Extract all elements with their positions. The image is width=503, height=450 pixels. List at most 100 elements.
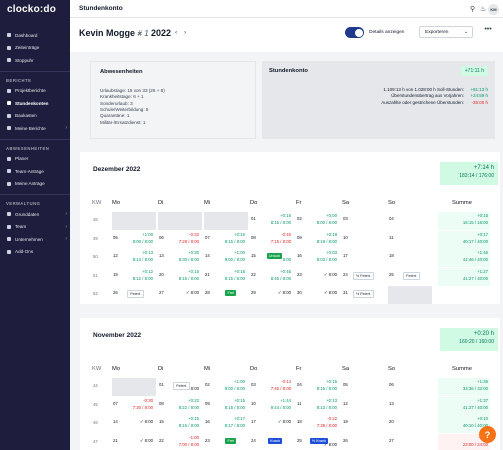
day-cell[interactable]: 11 +0:13 8:13 / 8:00 (296, 397, 340, 415)
day-cell[interactable]: 08 +0:22 8:22 / 8:00 (158, 397, 202, 415)
sidebar-item-team-anträge[interactable]: Team-Anträge (7, 166, 67, 176)
day-cell[interactable]: 25 Feiert. (388, 268, 432, 286)
day-cell[interactable]: 20 (388, 415, 432, 433)
day-cell[interactable] (112, 212, 156, 230)
day-cell[interactable]: 08 -0:45 7:15 / 8:00 (250, 231, 294, 249)
day-cell[interactable]: 28 Frei (204, 286, 248, 304)
day-cell[interactable]: 03 (342, 212, 386, 230)
day-cell[interactable] (204, 212, 248, 230)
sidebar-item-unternehmen[interactable]: Unternehmen › (7, 234, 67, 244)
day-cell[interactable]: 31 ½ Feiert. (342, 286, 386, 304)
sidebar-item-meine-anträge[interactable]: Meine Anträge (7, 179, 67, 189)
day-cell[interactable]: 04 +0:15 8:15 / 8:00 (296, 378, 340, 396)
day-cell[interactable]: 30 ✓ 8:00 (296, 286, 340, 304)
day-cell[interactable]: 04 (388, 212, 432, 230)
day-cell[interactable]: 15 Urlaub 8:00 (250, 249, 294, 267)
sidebar-item-meine-berichte[interactable]: Meine Berichte › (7, 123, 67, 133)
day-cell[interactable]: 12 +0:13 8:13 / 8:00 (112, 249, 156, 267)
day-cell[interactable]: 15 +0:15 8:15 / 8:00 (158, 415, 202, 433)
week-sum-hours: 23:00 / 24:00 (462, 441, 488, 447)
day-number: 03 (343, 216, 348, 221)
day-cell[interactable]: 01 Feiert. 8:00 (158, 378, 202, 396)
day-cell[interactable]: 06 (388, 378, 432, 396)
day-cell[interactable]: 16 +0:17 8:17 / 8:00 (204, 415, 248, 433)
day-cell[interactable]: 25 ½ Krank ✓ 8:00 (296, 434, 340, 450)
day-cell[interactable]: 02 +1:00 9:00 / 8:00 (204, 378, 248, 396)
day-cell[interactable]: 20 +0:15 8:15 / 8:00 (158, 268, 202, 286)
day-cell[interactable]: 17 (342, 249, 386, 267)
export-dropdown[interactable]: Exporteren ⌄ (419, 26, 473, 38)
sidebar-item-dashboard[interactable]: Dashboard (7, 30, 67, 40)
more-options-button[interactable]: ••• (484, 26, 492, 33)
day-cell[interactable]: 03 -0:14 7:46 / 8:00 (250, 378, 294, 396)
day-cell[interactable]: 09 +0:15 8:15 / 8:00 (204, 397, 248, 415)
day-cell[interactable]: 21 +0:15 8:15 / 8:00 (204, 268, 248, 286)
day-cell[interactable]: 22 -1:00 7:00 / 8:00 (158, 434, 202, 450)
day-cell[interactable]: 12 (342, 397, 386, 415)
day-cell[interactable]: 05 +1:00 9:00 / 8:00 (112, 231, 156, 249)
stundenkonto-row: Auszahlte oder gestrichene Überstunden: -… (268, 100, 488, 105)
day-cell[interactable]: 27 (388, 434, 432, 450)
day-cell[interactable]: 26 (342, 434, 386, 450)
next-year-icon[interactable]: › (184, 29, 187, 36)
day-cell[interactable]: 17 ✓ 8:00 (250, 415, 294, 433)
day-number: 01 (159, 382, 164, 387)
day-cell[interactable]: 06 -0:32 7:28 / 8:00 (158, 231, 202, 249)
day-cell[interactable]: 09 +0:19 8:19 / 8:00 (296, 231, 340, 249)
sidebar-item-projektberichte[interactable]: Projektberichte (7, 86, 67, 96)
day-cell[interactable]: 23 Frei (204, 434, 248, 450)
bell-icon[interactable]: ♨ (480, 6, 487, 13)
sidebar-item-stoppuhr[interactable]: Stoppuhr (7, 55, 67, 65)
week-sum: +1:37 41:37 / 40:00 (438, 396, 490, 415)
sidebar-item-label: Projektberichte (15, 88, 46, 93)
help-button[interactable]: ? (479, 426, 496, 443)
day-cell[interactable] (158, 212, 202, 230)
day-cell[interactable]: 07 +0:15 8:15 / 8:00 (204, 231, 248, 249)
day-cell[interactable]: 10 +1:44 9:44 / 8:00 (250, 397, 294, 415)
day-diff: +0:17 (234, 416, 245, 421)
day-cell[interactable]: 26 Feiert. (112, 286, 156, 304)
day-cell[interactable] (388, 286, 432, 304)
day-cell[interactable]: 14 ✓ 8:00 (112, 415, 156, 433)
day-number: 06 (159, 234, 164, 240)
day-cell[interactable]: 18 (388, 249, 432, 267)
sidebar-item-planer[interactable]: Planer (7, 154, 67, 164)
day-cell[interactable]: 19 +0:12 8:12 / 8:00 (112, 268, 156, 286)
day-cell[interactable]: 27 ✓ 8:00 (158, 286, 202, 304)
sidebar-item-baukasten[interactable]: Baukasten (7, 111, 67, 121)
details-toggle[interactable] (345, 27, 364, 38)
day-cell[interactable]: 23 ✓ 8:00 (296, 268, 340, 286)
menu-item-icon (7, 101, 11, 105)
chevron-down-icon[interactable]: ⌄ (137, 30, 143, 36)
day-cell[interactable]: 29 ✓ 8:00 (250, 286, 294, 304)
employee-selector[interactable]: Kevin Mogge # 1 (79, 28, 149, 38)
day-cell[interactable]: 05 (342, 378, 386, 396)
day-cell[interactable]: 02 +0:00 8:00 / 8:00 (296, 212, 340, 230)
sidebar-item-stundenkonten[interactable]: Stundenkonten (7, 98, 67, 108)
day-cell[interactable]: 13 (388, 397, 432, 415)
day-cell[interactable]: 07 -0:30 7:30 / 8:00 (112, 397, 156, 415)
search-icon[interactable]: ⚲ (470, 6, 476, 13)
day-cell[interactable]: 21 ✓ 8:00 (112, 434, 156, 450)
sidebar-item-team[interactable]: Team › (7, 222, 67, 232)
prev-year-icon[interactable]: ‹ (175, 29, 178, 36)
day-cell[interactable]: 11 (388, 231, 432, 249)
day-cell[interactable]: 01 +0:15 8:15 / 8:00 (250, 212, 294, 230)
day-cell[interactable]: 13 +0:30 8:30 / 8:00 (158, 249, 202, 267)
sidebar-item-add-ons[interactable]: Add-Ons (7, 247, 67, 257)
day-cell[interactable]: 14 +1:00 9:00 / 8:00 (204, 249, 248, 267)
day-number: 04 (389, 216, 394, 221)
sidebar-item-zeiteinträge[interactable]: Zeiteinträge (7, 43, 67, 53)
day-cell[interactable]: 19 (342, 415, 386, 433)
sidebar-item-grunddaten[interactable]: Grunddaten › (7, 209, 67, 219)
day-cell[interactable]: 22 +0:45 8:45 / 8:00 (250, 268, 294, 286)
day-cell[interactable]: 16 +0:03 8:03 / 8:00 (296, 249, 340, 267)
day-cell[interactable] (112, 378, 156, 396)
day-cell[interactable]: 24 ½ Feiert. (342, 268, 386, 286)
week-sum-hours: 40:10 / 40:00 (462, 423, 488, 428)
day-cell[interactable]: 18 -0:22 7:38 / 8:00 (296, 415, 340, 433)
app-logo[interactable]: clocko:do (7, 4, 57, 15)
day-cell[interactable]: 10 (342, 231, 386, 249)
avatar[interactable]: KM (488, 4, 499, 15)
day-cell[interactable]: 24 Krank (250, 434, 294, 450)
